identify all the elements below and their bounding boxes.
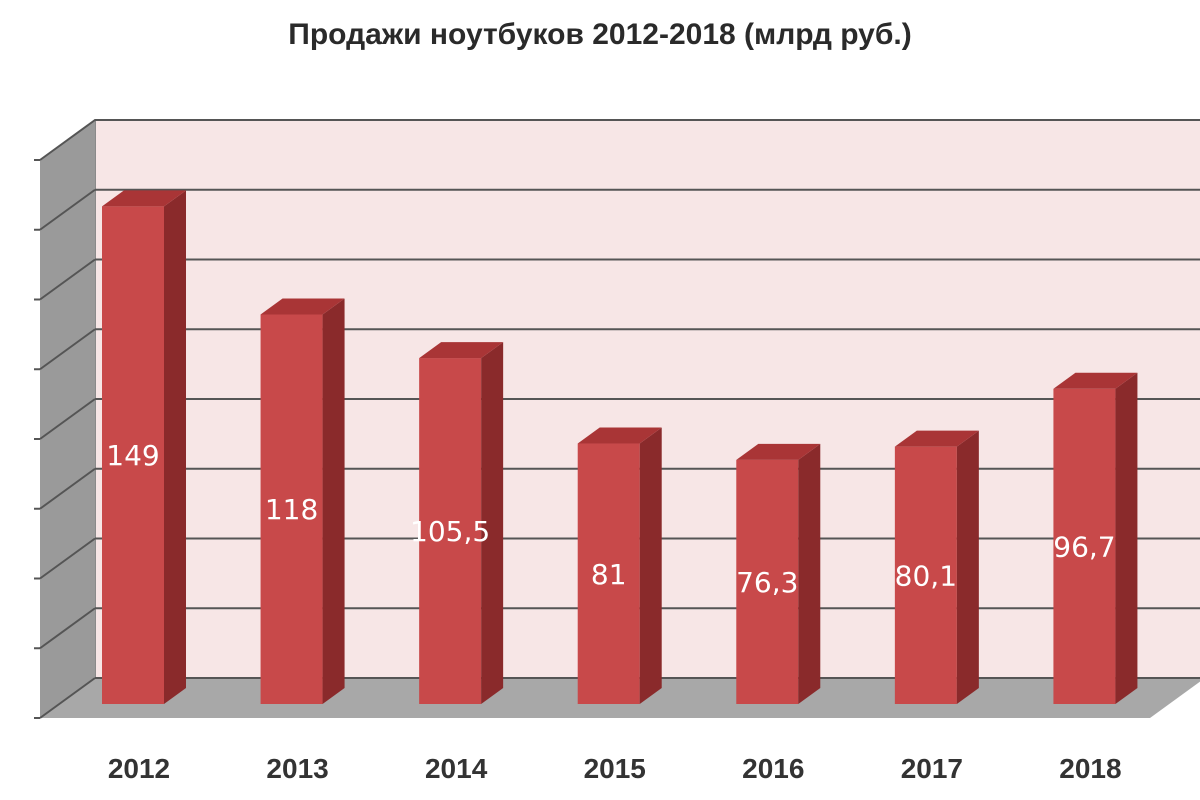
bar-side — [481, 342, 504, 704]
bar-front — [102, 206, 164, 705]
chart-bars: 149 118 105,5 81 76,3 80,1 96,7 — [102, 190, 1138, 705]
gridline-side — [39, 119, 96, 161]
gridline-side — [39, 537, 96, 580]
category-axis: 2012 2013 2014 2015 2016 2017 2018 — [108, 753, 1122, 784]
bar-top — [1053, 372, 1138, 389]
bar: 118 — [260, 298, 345, 704]
gridline-side — [39, 258, 96, 301]
gridline-side — [39, 328, 96, 371]
data-label: 149 — [106, 439, 159, 472]
bar-front — [260, 314, 323, 704]
gridline-side — [39, 188, 96, 231]
x-tick-label: 2014 — [425, 753, 488, 784]
data-label: 80,1 — [895, 559, 957, 592]
bar-side — [798, 443, 821, 704]
bar-front — [577, 443, 640, 704]
bar-front — [419, 358, 482, 704]
data-label: 76,3 — [736, 566, 798, 599]
bar: 80,1 — [894, 430, 979, 704]
bar: 105,5 — [410, 342, 504, 704]
x-tick-label: 2016 — [742, 753, 804, 784]
bar-side — [956, 430, 979, 704]
bar-side — [322, 298, 345, 704]
bar: 96,7 — [1053, 372, 1138, 704]
bar: 76,3 — [736, 443, 821, 704]
bar-side — [1115, 372, 1138, 704]
data-label: 96,7 — [1053, 530, 1115, 563]
x-tick-label: 2013 — [266, 753, 328, 784]
bar-side — [639, 427, 662, 704]
bar-top — [260, 298, 345, 315]
bar-front — [736, 459, 799, 704]
bar: 81 — [577, 427, 662, 704]
bar-top — [577, 427, 662, 444]
gridline-side — [39, 398, 96, 440]
x-tick-label: 2018 — [1059, 753, 1121, 784]
bar-top — [102, 190, 186, 207]
data-label: 81 — [591, 558, 627, 591]
bar-front — [1053, 388, 1116, 704]
bar-top — [894, 430, 979, 447]
bar: 149 — [102, 190, 186, 705]
x-tick-label: 2015 — [584, 753, 646, 784]
chart-title: Продажи ноутбуков 2012-2018 (млрд руб.) — [288, 18, 912, 51]
bar-front — [894, 446, 957, 704]
bar-top — [419, 342, 504, 359]
data-label: 118 — [265, 493, 318, 526]
x-tick-label: 2017 — [901, 753, 963, 784]
gridline-side — [39, 467, 96, 510]
gridline-side — [39, 677, 96, 719]
gridline-side — [39, 607, 96, 650]
bar-side — [164, 190, 186, 705]
x-tick-label: 2012 — [108, 753, 170, 784]
bar-top — [736, 443, 821, 460]
data-label: 105,5 — [410, 515, 490, 548]
